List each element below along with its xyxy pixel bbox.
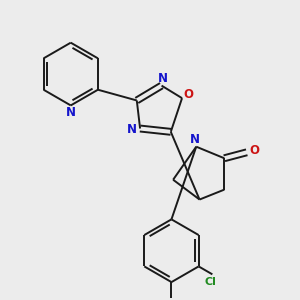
Text: N: N bbox=[127, 123, 137, 136]
Text: N: N bbox=[66, 106, 76, 119]
Text: Cl: Cl bbox=[205, 277, 217, 286]
Text: O: O bbox=[249, 144, 259, 157]
Text: O: O bbox=[184, 88, 194, 101]
Text: N: N bbox=[190, 133, 200, 146]
Text: N: N bbox=[158, 73, 168, 85]
